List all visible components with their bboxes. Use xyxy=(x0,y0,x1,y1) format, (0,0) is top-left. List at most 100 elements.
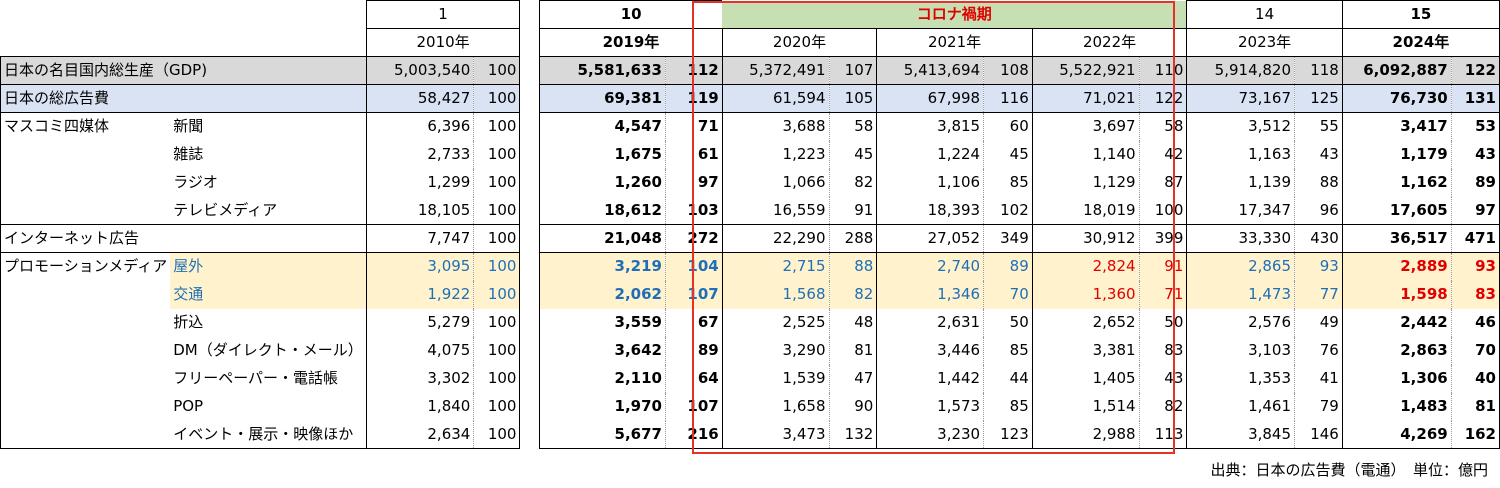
value-index: 100 xyxy=(473,56,521,85)
value-amount: 2,889 xyxy=(1341,252,1452,281)
value-index: 100 xyxy=(473,252,521,281)
row-category xyxy=(0,140,171,169)
value-index: 87 xyxy=(1138,168,1187,197)
table-row: 雑誌 2,733 100 1,675 61 1,223 45 1,224 45 1,140 42 1,… xyxy=(0,140,1500,169)
value-amount: 58,427 xyxy=(365,84,474,113)
value-index: 61 xyxy=(665,140,723,169)
value-index: 102 xyxy=(983,196,1033,225)
header-number-15: 15 xyxy=(1341,0,1500,29)
value-index: 85 xyxy=(983,336,1033,365)
value-amount: 1,922 xyxy=(365,280,474,309)
value-index: 89 xyxy=(983,252,1033,281)
value-index: 100 xyxy=(473,280,521,309)
value-amount: 3,559 xyxy=(539,308,666,337)
value-amount: 18,105 xyxy=(365,196,474,225)
value-index: 100 xyxy=(473,112,521,141)
value-amount: 3,417 xyxy=(1341,112,1452,141)
value-amount: 4,075 xyxy=(365,336,474,365)
value-index: 97 xyxy=(1450,196,1500,225)
value-amount: 1,658 xyxy=(721,392,829,421)
value-index: 107 xyxy=(828,56,877,85)
row-category xyxy=(0,420,171,449)
gap-cell xyxy=(520,253,540,281)
row-subcategory: テレビメディア xyxy=(173,200,278,219)
value-amount: 69,381 xyxy=(539,84,666,113)
value-index: 118 xyxy=(1294,56,1343,85)
gap-cell xyxy=(520,169,540,197)
value-index: 82 xyxy=(828,280,877,309)
row-category xyxy=(0,392,171,421)
value-index: 105 xyxy=(828,84,877,113)
value-index: 100 xyxy=(473,140,521,169)
row-category xyxy=(0,308,171,337)
value-index: 50 xyxy=(1138,308,1187,337)
value-amount: 71,021 xyxy=(1031,84,1140,113)
value-index: 100 xyxy=(473,196,521,225)
value-index: 100 xyxy=(473,308,521,337)
row-subcategory: 新聞 xyxy=(170,112,367,141)
table-row: DM（ダイレクト・メール） 4,075 100 3,642 89 3,290 81 3,446… xyxy=(0,336,1500,365)
value-amount: 1,353 xyxy=(1186,364,1295,393)
value-index: 81 xyxy=(1450,392,1500,421)
value-index: 41 xyxy=(1294,364,1343,393)
value-amount: 1,442 xyxy=(876,364,984,393)
value-amount: 33,330 xyxy=(1186,224,1295,253)
value-amount: 1,598 xyxy=(1341,280,1452,309)
value-index: 110 xyxy=(1138,56,1187,85)
row-category xyxy=(0,196,171,225)
value-index: 349 xyxy=(983,224,1033,253)
gap-cell xyxy=(520,197,540,225)
value-amount: 1,568 xyxy=(721,280,829,309)
value-index: 100 xyxy=(473,168,521,197)
value-index: 89 xyxy=(665,336,723,365)
value-amount: 21,048 xyxy=(539,224,666,253)
value-amount: 1,306 xyxy=(1341,364,1452,393)
value-amount: 1,140 xyxy=(1031,140,1140,169)
value-amount: 1,139 xyxy=(1186,168,1295,197)
row-category: 日本の名目国内総生産（GDP) xyxy=(0,56,367,85)
gap-cell xyxy=(520,57,540,85)
value-index: 108 xyxy=(983,56,1033,85)
value-index: 272 xyxy=(665,224,723,253)
gap-cell xyxy=(520,421,540,449)
header-year: 2020年 xyxy=(721,28,877,57)
value-amount: 1,675 xyxy=(539,140,666,169)
value-index: 122 xyxy=(1450,56,1500,85)
table-row: 交通 1,922 100 2,062 107 1,568 82 1,346 70 1,360 71 1… xyxy=(0,280,1500,309)
value-amount: 5,372,491 xyxy=(721,56,829,85)
value-index: 48 xyxy=(828,308,877,337)
value-index: 91 xyxy=(828,196,877,225)
value-amount: 2,715 xyxy=(721,252,829,281)
value-amount: 1,405 xyxy=(1031,364,1140,393)
value-index: 123 xyxy=(983,420,1033,449)
value-index: 125 xyxy=(1294,84,1343,113)
value-index: 100 xyxy=(473,392,521,421)
value-amount: 27,052 xyxy=(876,224,984,253)
value-index: 43 xyxy=(1138,364,1187,393)
value-index: 88 xyxy=(828,252,877,281)
row-subcategory: POP xyxy=(173,397,204,415)
value-amount: 5,003,540 xyxy=(365,56,474,85)
value-index: 43 xyxy=(1450,140,1500,169)
value-index: 100 xyxy=(1138,196,1187,225)
value-amount: 3,290 xyxy=(721,336,829,365)
value-index: 81 xyxy=(828,336,877,365)
row-subcategory: 折込 xyxy=(173,313,204,331)
value-amount: 2,988 xyxy=(1031,420,1140,449)
header-year: 2023年 xyxy=(1186,28,1343,57)
value-amount: 18,019 xyxy=(1031,196,1140,225)
header-number-10: 10 xyxy=(539,0,723,29)
value-amount: 2,442 xyxy=(1341,308,1452,337)
value-index: 100 xyxy=(473,84,521,113)
table-row: フリーペーパー・電話帳 3,302 100 2,110 64 1,539 47 1,442 44… xyxy=(0,364,1500,393)
value-index: 44 xyxy=(983,364,1033,393)
value-amount: 1,260 xyxy=(539,168,666,197)
value-amount: 5,279 xyxy=(365,308,474,337)
value-amount: 1,573 xyxy=(876,392,984,421)
value-index: 119 xyxy=(665,84,723,113)
row-category: プロモーションメディア xyxy=(0,252,171,281)
value-index: 85 xyxy=(983,168,1033,197)
value-amount: 1,129 xyxy=(1031,168,1140,197)
value-index: 97 xyxy=(665,168,723,197)
value-index: 288 xyxy=(828,224,877,253)
